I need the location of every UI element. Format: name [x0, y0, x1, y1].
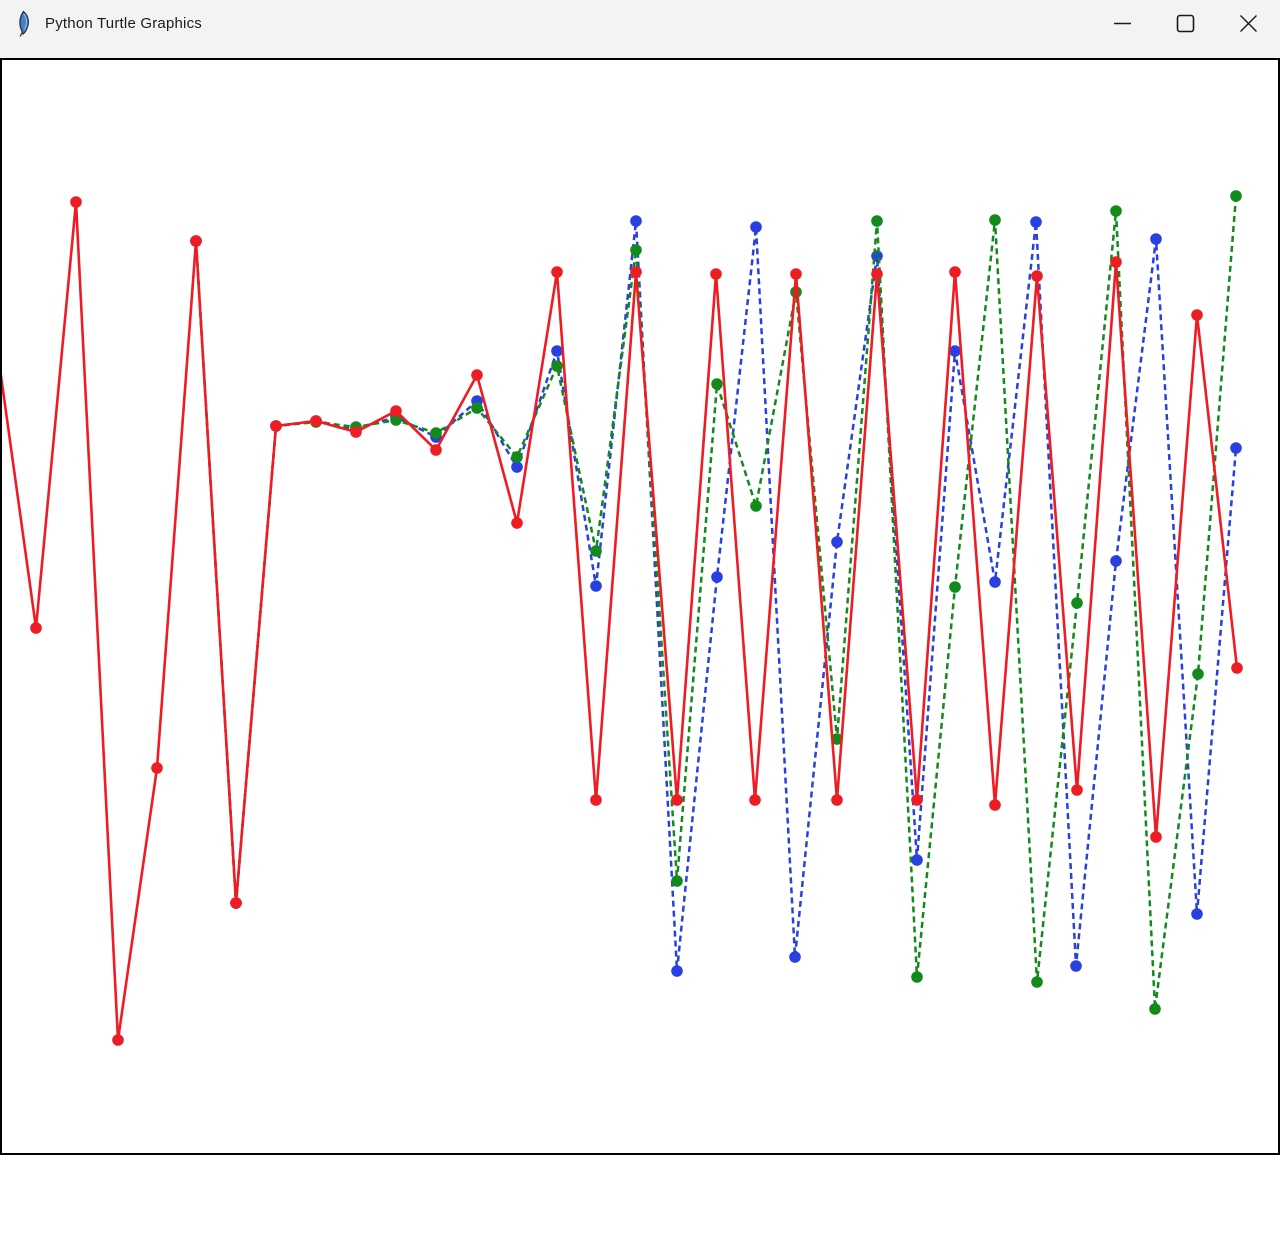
- maximize-icon: [1176, 14, 1195, 33]
- series-green-point: [911, 971, 923, 983]
- series-red-point: [831, 794, 843, 806]
- series-blue-point: [1191, 908, 1203, 920]
- series-blue-point: [989, 576, 1001, 588]
- titlebar-inner: Python Turtle Graphics: [0, 0, 1280, 47]
- series-green-point: [711, 378, 723, 390]
- series-blue-point: [511, 461, 523, 473]
- series-blue-point: [1230, 442, 1242, 454]
- series-blue-point: [789, 951, 801, 963]
- series-blue-point: [949, 345, 961, 357]
- series-blue-point: [671, 965, 683, 977]
- window-title: Python Turtle Graphics: [45, 15, 202, 32]
- minimize-button[interactable]: [1091, 0, 1154, 47]
- series-red-point: [1150, 831, 1162, 843]
- series-red-point: [1071, 784, 1083, 796]
- series-red-point: [630, 266, 642, 278]
- series-green-point: [671, 875, 683, 887]
- series-blue-line: [194, 220, 1238, 972]
- series-green-point: [390, 414, 402, 426]
- series-green-point: [1071, 597, 1083, 609]
- series-green-point: [1031, 976, 1043, 988]
- series-red-point: [230, 897, 242, 909]
- series-red-point: [871, 268, 883, 280]
- series-green-point: [1149, 1003, 1161, 1015]
- series-red-point: [1031, 270, 1043, 282]
- series-red-line: [2, 201, 1239, 1041]
- series-red-point: [989, 799, 1001, 811]
- series-green-point: [1192, 668, 1204, 680]
- series-green-point: [590, 545, 602, 557]
- series-blue-point: [630, 215, 642, 227]
- series-green-point: [871, 215, 883, 227]
- series-blue-point: [1150, 233, 1162, 245]
- series-red-point: [1110, 256, 1122, 268]
- series-blue-point: [1070, 960, 1082, 972]
- series-blue-point: [711, 571, 723, 583]
- series-red-point: [310, 415, 322, 427]
- series-green-point: [1110, 205, 1122, 217]
- series-blue-point: [1030, 216, 1042, 228]
- series-green-point: [989, 214, 1001, 226]
- series-red-point: [112, 1034, 124, 1046]
- series-red-point: [790, 268, 802, 280]
- series-red-point: [710, 268, 722, 280]
- series-blue-point: [831, 536, 843, 548]
- series-red-point: [590, 794, 602, 806]
- turtle-plot: [2, 190, 1243, 1046]
- series-red-point: [430, 444, 442, 456]
- series-red-point: [949, 266, 961, 278]
- series-green-point: [1230, 190, 1242, 202]
- series-red-point: [350, 426, 362, 438]
- series-red-point: [749, 794, 761, 806]
- turtle-canvas: [0, 58, 1280, 1155]
- series-red-point: [1231, 662, 1243, 674]
- series-red-point: [151, 762, 163, 774]
- series-green-point: [511, 451, 523, 463]
- series-blue-point: [750, 221, 762, 233]
- window-controls: [1091, 0, 1280, 47]
- series-blue-point: [551, 345, 563, 357]
- series-green-point: [750, 500, 762, 512]
- series-red-point: [270, 420, 282, 432]
- close-icon: [1239, 14, 1258, 33]
- series-red-point: [1191, 309, 1203, 321]
- series-red-point: [390, 405, 402, 417]
- series-green-point: [551, 360, 563, 372]
- minimize-icon: [1113, 14, 1132, 33]
- series-green-point: [949, 581, 961, 593]
- series-red-point: [70, 196, 82, 208]
- series-red-point: [551, 266, 563, 278]
- series-blue-point: [590, 580, 602, 592]
- series-red-point: [30, 622, 42, 634]
- maximize-button[interactable]: [1154, 0, 1217, 47]
- series-red-point: [911, 794, 923, 806]
- series-green-point: [630, 244, 642, 256]
- close-button[interactable]: [1217, 0, 1280, 47]
- series-red-point: [671, 794, 683, 806]
- titlebar: Python Turtle Graphics: [0, 0, 1280, 58]
- series-blue-point: [1110, 555, 1122, 567]
- series-green-point: [471, 402, 483, 414]
- series-green-point: [831, 733, 843, 745]
- series-red-point: [190, 235, 202, 247]
- series-red-point: [511, 517, 523, 529]
- tk-feather-icon: [11, 10, 33, 38]
- series-red-point: [471, 369, 483, 381]
- series-blue-point: [911, 854, 923, 866]
- series-green-point: [430, 427, 442, 439]
